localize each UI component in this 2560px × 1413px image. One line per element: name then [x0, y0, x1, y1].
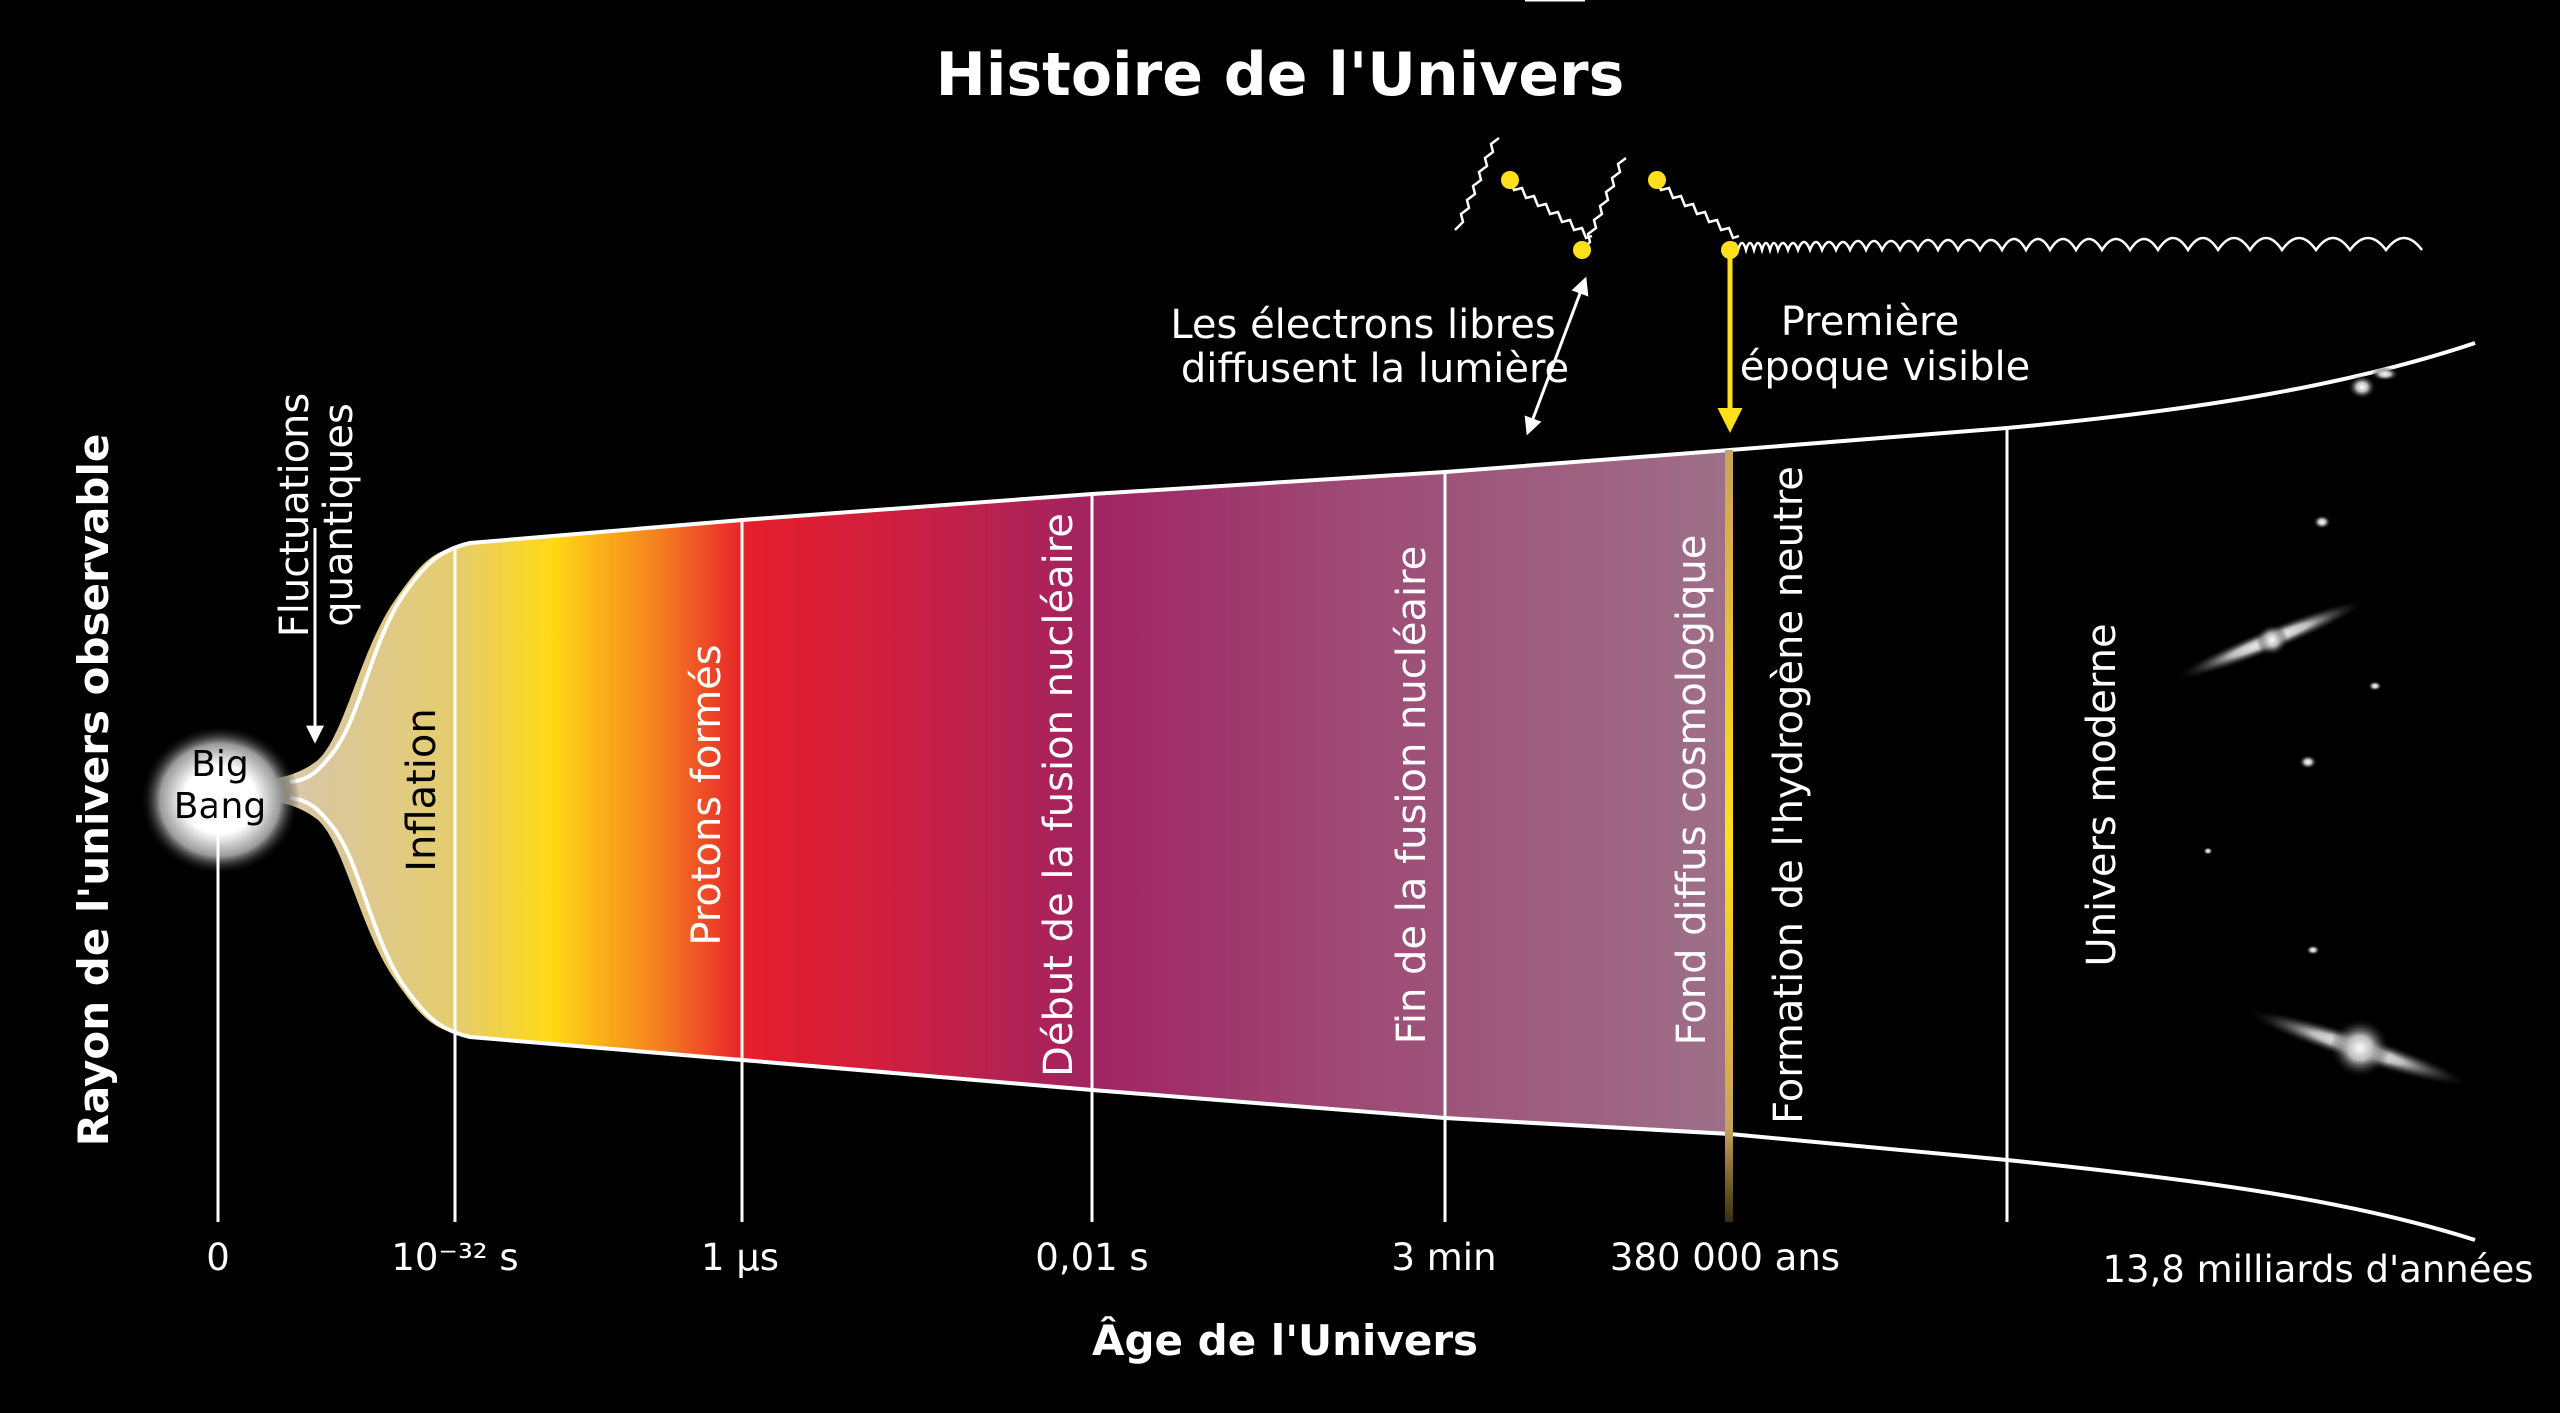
- era-label-cmb: Fond diffus cosmologique: [1669, 535, 1715, 1046]
- galaxy-icon: [2299, 755, 2317, 769]
- tick-label-0: 0: [206, 1236, 230, 1279]
- electron-particle-1: [1501, 171, 1519, 189]
- era-label-inflation: Inflation: [399, 708, 445, 871]
- photon-scattering-path: [1454, 137, 2423, 255]
- galaxy-icon: [2306, 945, 2320, 955]
- galaxy-icon: [2313, 515, 2331, 529]
- free-photon-wave: [1728, 236, 2423, 255]
- electrons-label-line1: Les électrons libres: [1170, 302, 1555, 348]
- time-tick-lines: [216, 428, 2009, 1222]
- tick-label-1us: 1 µs: [701, 1236, 779, 1279]
- big-bang-label-line1: Big: [191, 744, 249, 785]
- galaxy-icon: [2371, 367, 2399, 381]
- galaxy-core-icon: [2256, 624, 2288, 656]
- electron-particle-2: [1573, 241, 1591, 259]
- galaxy-icon: [2203, 847, 2213, 855]
- cmb-line: [1725, 450, 1733, 1222]
- galaxy-core-icon: [2330, 1018, 2390, 1078]
- era-label-neutral-hydrogen: Formation de l'hydrogène neutre: [1766, 466, 1812, 1124]
- first-visible-label-line2: époque visible: [1740, 344, 2030, 390]
- tick-label-13-8-billion-years: 13,8 milliards d'années: [2102, 1248, 2533, 1291]
- photon-wave-2: [1508, 179, 1593, 240]
- fluctuations-label-line1: Fluctuations: [272, 393, 318, 637]
- tick-label-0-01s: 0,01 s: [1035, 1236, 1148, 1279]
- electron-particle-3: [1648, 171, 1666, 189]
- photon-wave-3: [1581, 157, 1627, 251]
- x-axis-title: Âge de l'Univers: [1092, 1315, 1478, 1365]
- photon-wave-4: [1655, 179, 1740, 240]
- upper-boundary-curve: [289, 341, 2476, 784]
- y-axis-title: Rayon de l'univers observable: [69, 434, 118, 1147]
- fluctuations-label-line2: quantiques: [316, 403, 362, 627]
- universe-body-colored: [218, 450, 1730, 1134]
- era-label-fusion-start: Début de la fusion nucléaire: [1036, 513, 1082, 1077]
- tick-label-3min: 3 min: [1391, 1236, 1496, 1279]
- era-label-protons: Protons formés: [684, 644, 730, 945]
- galaxies: [2172, 367, 2473, 1088]
- era-label-fusion-end: Fin de la fusion nucléaire: [1389, 546, 1435, 1044]
- diagram-title: Histoire de l'Univers: [936, 40, 1625, 110]
- scatter-double-arrow-icon: [1524, 276, 1589, 436]
- electron-particle-4: [1721, 241, 1739, 259]
- electrons-label-line2: diffusent la lumière: [1181, 346, 1569, 392]
- photon-wave-1: [1454, 137, 1500, 231]
- big-bang-label-line2: Bang: [174, 786, 266, 827]
- galaxy-icon: [2348, 375, 2376, 399]
- tick-label-inflation-end: 10⁻³² s: [391, 1236, 518, 1279]
- galaxy-icon: [2368, 681, 2382, 691]
- era-label-modern-universe: Univers moderne: [2079, 623, 2125, 966]
- lower-boundary-curve: [289, 796, 2476, 1242]
- big-bang-glow: [140, 725, 300, 875]
- tick-label-380000-years: 380 000 ans: [1610, 1236, 1840, 1279]
- first-visible-label-line1: Première: [1781, 299, 1959, 345]
